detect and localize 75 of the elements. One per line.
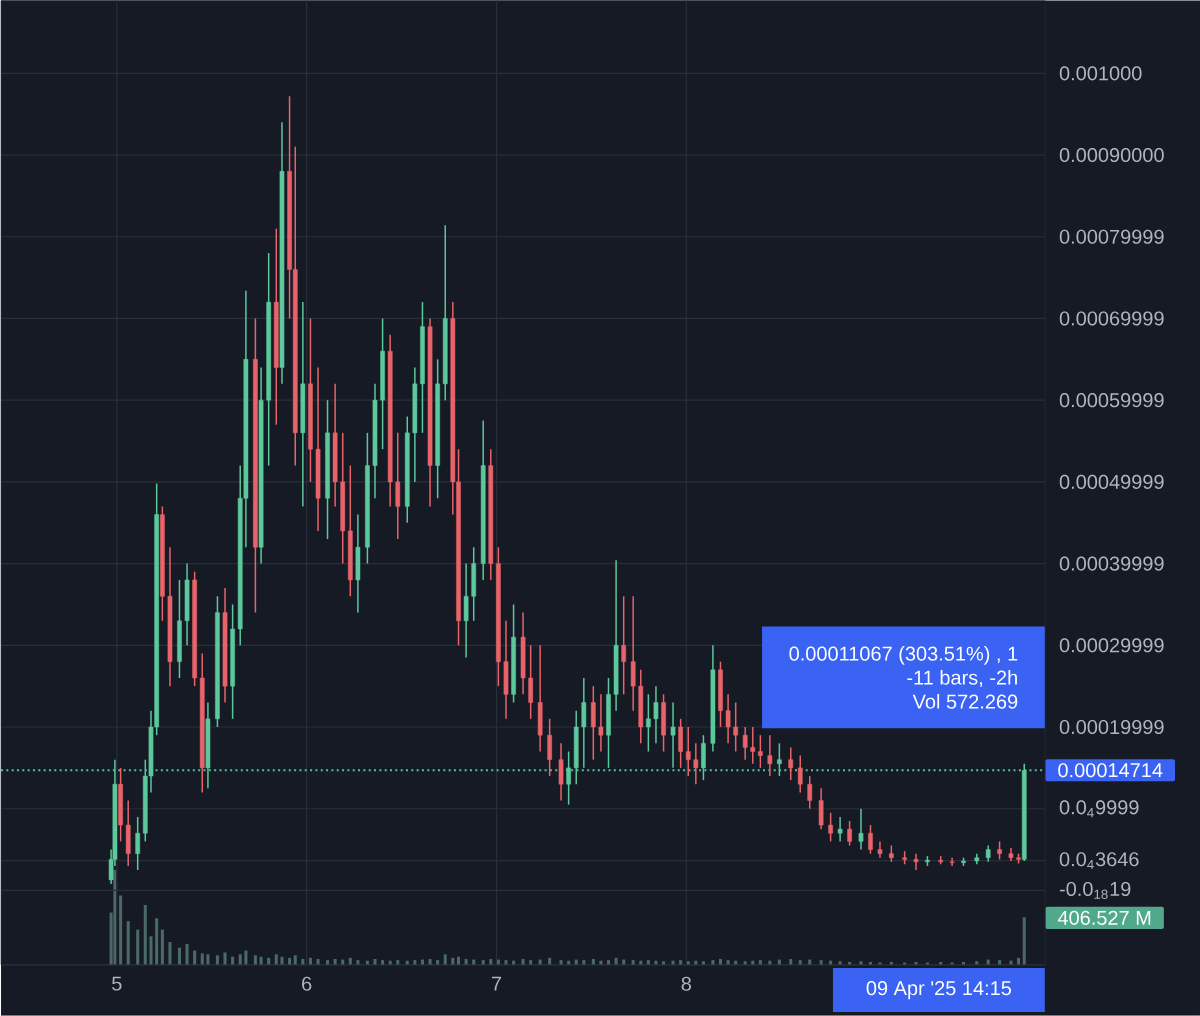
bar	[113, 869, 117, 965]
candlestick	[807, 775, 813, 810]
candlestick	[847, 820, 852, 847]
x-tick-label: 7	[491, 976, 502, 991]
y-tick-label: 0.001000	[1059, 66, 1142, 81]
candlestick	[653, 685, 659, 745]
bar	[206, 954, 210, 965]
candlestick	[621, 595, 627, 696]
candlestick	[788, 746, 794, 781]
bar	[373, 959, 377, 965]
y-tick-label: 0.0$_{4}$9999	[1059, 800, 1139, 818]
candlestick	[767, 734, 773, 777]
y-tick-label: 0.00029999	[1059, 638, 1164, 653]
y-tick-label: -0.0$_{18}$19	[1059, 882, 1131, 900]
candlestick	[598, 693, 604, 753]
y-tick-label: 0.00049999	[1059, 474, 1164, 490]
candlestick	[837, 816, 843, 843]
bar	[136, 929, 140, 965]
annotation: Vol 572.269	[912, 694, 1018, 709]
candlestick	[693, 742, 699, 786]
bar	[223, 952, 227, 965]
annotation: 0.00011067 (303.51%) , 1	[789, 646, 1018, 665]
bar	[155, 918, 159, 965]
text: 406.527 M	[1057, 910, 1151, 926]
candlestick	[670, 701, 676, 769]
bar	[215, 955, 219, 965]
annotation: -11 bars, -2h	[907, 670, 1017, 688]
bar	[143, 905, 147, 965]
candlestick	[742, 726, 748, 761]
y-tick-label: 0.00039999	[1059, 556, 1164, 571]
candlestick	[858, 808, 864, 851]
bar	[149, 936, 153, 965]
y-tick-label: 0.00090000	[1059, 148, 1164, 163]
y-tick-label: 0.0$_{4}$3646	[1059, 852, 1139, 870]
bar	[274, 954, 278, 965]
x-tick-label: 8	[681, 976, 692, 991]
bar	[253, 955, 257, 965]
text: 09 Apr '25 14:15	[866, 981, 1012, 1000]
bar	[200, 953, 204, 965]
candlestick	[725, 693, 731, 745]
bar	[504, 960, 508, 965]
y-tick-label: 0.00019999	[1059, 720, 1164, 735]
bar	[185, 944, 189, 965]
candlestick	[949, 857, 955, 867]
bar	[859, 961, 863, 965]
candlestick	[685, 726, 691, 777]
candlestick	[877, 840, 883, 859]
candlestick	[828, 812, 833, 843]
x-tick-label: 6	[302, 976, 312, 991]
candlestick	[777, 742, 782, 777]
bar	[1022, 917, 1026, 965]
bar	[119, 895, 123, 965]
bar	[177, 947, 181, 965]
y-tick-label: 0.00059999	[1059, 393, 1164, 408]
candlestick	[135, 816, 141, 871]
bar	[293, 955, 297, 965]
x-tick-label: 5	[112, 976, 122, 991]
candlestick	[868, 824, 873, 855]
candlestick	[733, 701, 739, 753]
bar	[193, 950, 197, 965]
candlestick	[646, 693, 651, 753]
candlestick	[750, 726, 756, 765]
bar	[126, 921, 130, 965]
ref-line-label: 0.00014714	[1058, 763, 1163, 778]
candlestick	[758, 734, 763, 769]
bar	[168, 942, 172, 965]
candlestick	[797, 754, 803, 794]
y-tick-label: 0.00079999	[1059, 229, 1164, 244]
bar	[238, 954, 242, 965]
y-tick-label: 0.00069999	[1059, 311, 1164, 326]
bar	[244, 950, 248, 965]
candlestick	[566, 750, 571, 806]
bar	[160, 929, 164, 965]
candlestick	[913, 853, 919, 871]
bar	[443, 954, 447, 965]
